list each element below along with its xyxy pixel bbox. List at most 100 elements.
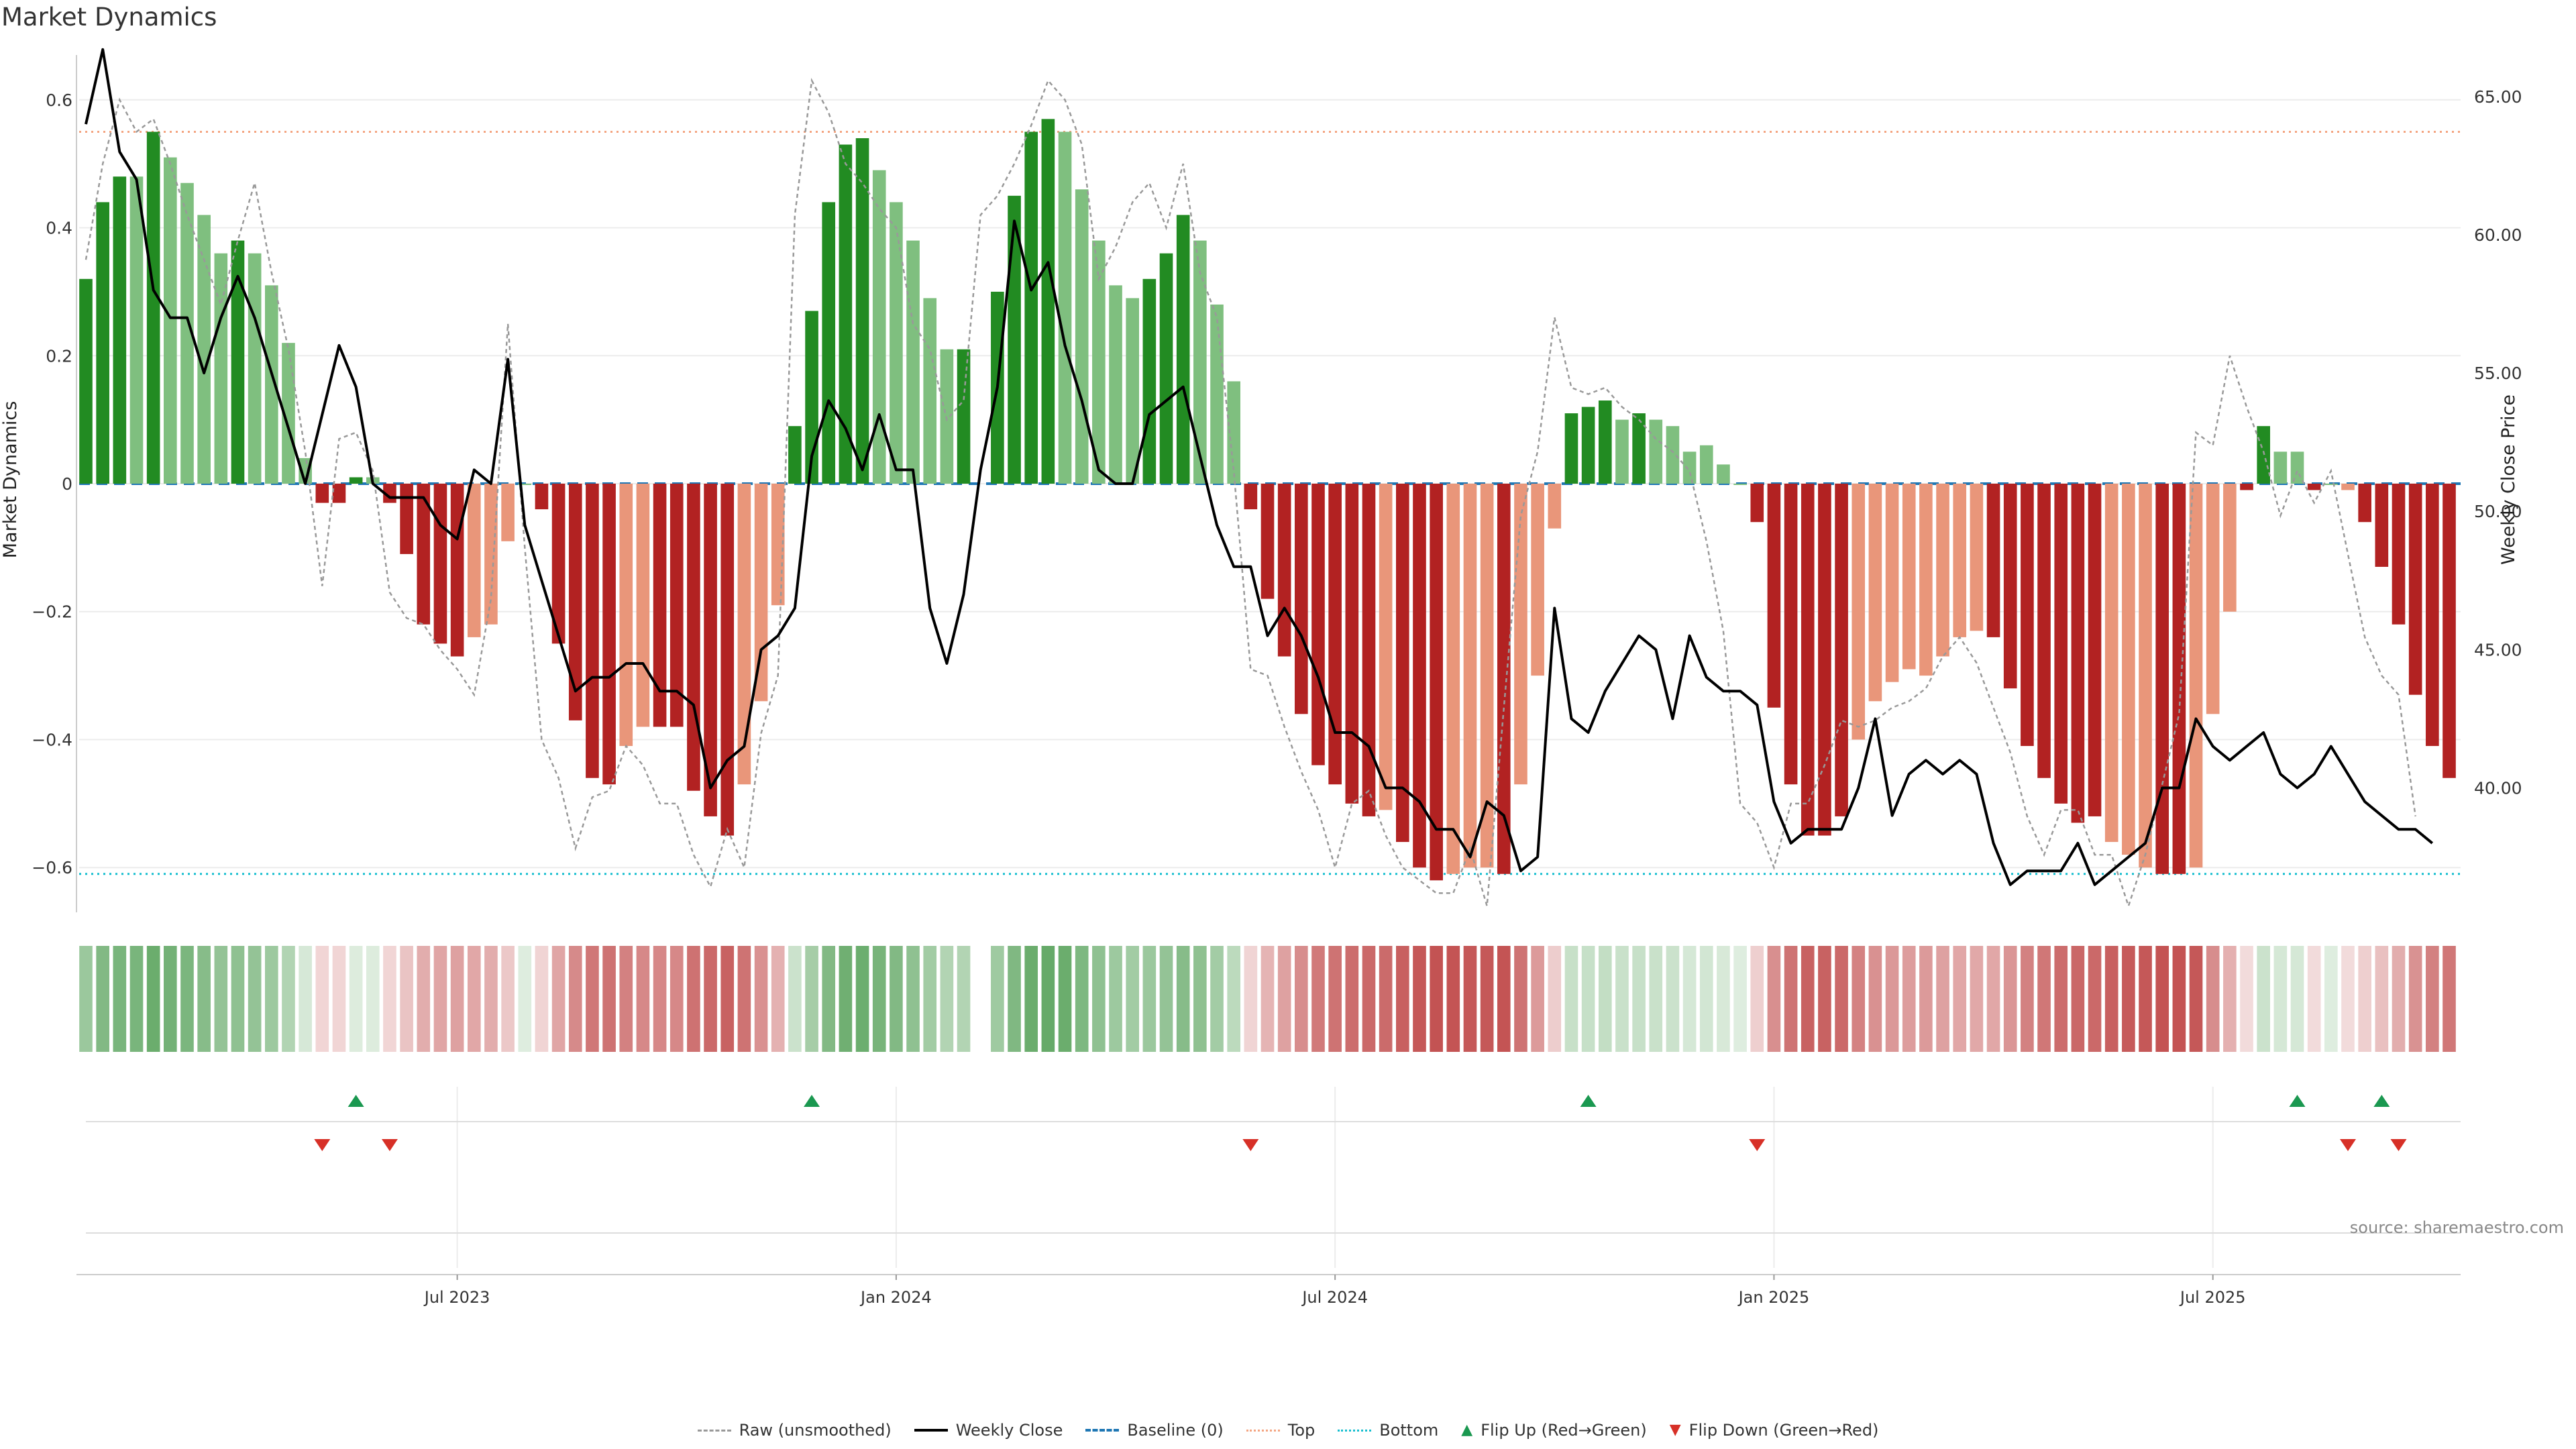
heat-cell xyxy=(2307,946,2321,1052)
dynamics-bar xyxy=(1818,484,1831,836)
axes: −0.6 −0.4 −0.2 0 0.2 0.4 0.6 40.00 45.00 50.00 55.… xyxy=(32,55,2522,912)
weekly-close-line xyxy=(85,48,2434,886)
heat-cell xyxy=(146,946,160,1052)
heat-cell xyxy=(1244,946,1258,1052)
heat-cell xyxy=(586,946,599,1052)
dynamics-bar xyxy=(1413,484,1426,868)
heat-cell xyxy=(433,946,447,1052)
heat-cell xyxy=(2172,946,2186,1052)
dynamics-bar xyxy=(2358,484,2371,523)
heat-cell xyxy=(1176,946,1190,1052)
heat-cell xyxy=(264,946,278,1052)
dynamics-bar xyxy=(872,170,886,484)
legend-raw-label: Raw (unsmoothed) xyxy=(739,1421,892,1440)
dynamics-bar xyxy=(2324,484,2338,485)
heat-cell xyxy=(839,946,853,1052)
x-tick-label: Jan 2025 xyxy=(1737,1288,1810,1307)
dynamics-bar xyxy=(2189,484,2203,868)
dynamics-bar xyxy=(2003,484,2017,689)
heat-cell xyxy=(248,946,262,1052)
legend: Raw (unsmoothed) Weekly Close Baseline (… xyxy=(0,1421,2576,1440)
dynamics-bar xyxy=(79,278,93,484)
heat-cell xyxy=(1277,946,1291,1052)
heat-cell xyxy=(1666,946,1680,1052)
heat-cell xyxy=(282,946,295,1052)
dynamics-bar xyxy=(923,298,937,484)
dynamics-bar xyxy=(2104,484,2118,843)
dynamics-bar xyxy=(1835,484,1848,816)
x-tick-label: Jan 2024 xyxy=(859,1288,932,1307)
y-tick-label-left: 0.2 xyxy=(46,346,72,366)
heat-cell xyxy=(2104,946,2118,1052)
heat-cell xyxy=(754,946,768,1052)
heat-cell xyxy=(1902,946,1916,1052)
heat-cell xyxy=(1717,946,1730,1052)
dynamics-bar xyxy=(1176,215,1190,484)
heat-cell xyxy=(2426,946,2439,1052)
heat-cell xyxy=(2257,946,2271,1052)
dynamics-bar xyxy=(1379,484,1393,810)
heat-cell xyxy=(299,946,312,1052)
heat-cell xyxy=(467,946,481,1052)
heat-cell xyxy=(484,946,498,1052)
heat-cell xyxy=(2054,946,2068,1052)
heat-cell xyxy=(1024,946,1038,1052)
dynamics-bar xyxy=(737,484,751,785)
dynamics-bar xyxy=(1564,413,1578,484)
dynamics-bar xyxy=(1142,278,1157,484)
dynamics-bar xyxy=(822,202,836,484)
y-tick-label-right: 45.00 xyxy=(2474,640,2522,659)
dynamics-bar xyxy=(1885,484,1899,682)
dynamics-bar xyxy=(636,484,650,727)
dynamics-bar xyxy=(129,176,144,484)
heat-cell xyxy=(1480,946,1494,1052)
dynamics-bar xyxy=(1328,484,1342,785)
dynamics-bar xyxy=(1396,484,1409,843)
dynamics-bar xyxy=(1041,119,1055,484)
y-axis-label-right: Weekly Close Price xyxy=(2498,394,2519,565)
heat-cell xyxy=(1581,946,1595,1052)
flip-up-marker xyxy=(2289,1095,2306,1107)
heat-cell xyxy=(1699,946,1713,1052)
heat-cell xyxy=(1159,946,1173,1052)
flip-up-marker xyxy=(1580,1095,1597,1107)
flip-down-marker xyxy=(2390,1139,2407,1151)
heat-cell xyxy=(1362,946,1376,1052)
dynamics-bar xyxy=(1649,419,1663,484)
heat-cell xyxy=(872,946,886,1052)
heat-cell xyxy=(1564,946,1578,1052)
heat-cell xyxy=(2443,946,2456,1052)
x-tick-label: Jul 2023 xyxy=(423,1288,490,1307)
heat-cell xyxy=(1682,946,1697,1052)
dynamics-bar xyxy=(2172,484,2186,874)
heat-cell xyxy=(1041,946,1055,1052)
chart-title: Market Dynamics xyxy=(1,3,217,32)
dynamics-bar xyxy=(1598,400,1612,484)
dynamics-bar xyxy=(704,484,717,816)
dynamics-bar xyxy=(400,484,413,554)
heat-cell xyxy=(180,946,194,1052)
dynamics-bar xyxy=(349,477,363,484)
dynamics-bar xyxy=(332,484,346,503)
heat-cell xyxy=(1953,946,1967,1052)
heat-cell xyxy=(315,946,329,1052)
heat-cell xyxy=(231,946,245,1052)
dynamics-bar xyxy=(2071,484,2085,823)
heat-cell xyxy=(1919,946,1933,1052)
dynamics-bar xyxy=(2290,451,2304,484)
heat-cell xyxy=(1193,946,1207,1052)
dynamics-bar xyxy=(2408,484,2422,695)
dynamics-bar xyxy=(2122,484,2135,855)
heat-cell xyxy=(2223,946,2237,1052)
heat-cell xyxy=(1430,946,1443,1052)
dynamics-bar xyxy=(1868,484,1882,702)
dynamics-bar xyxy=(1092,240,1106,484)
dynamics-bar xyxy=(2392,484,2406,625)
y-tick-label-left: 0 xyxy=(62,474,72,494)
dynamics-bar xyxy=(450,484,464,657)
dynamics-bar xyxy=(1733,484,1747,485)
heat-cell xyxy=(1328,946,1342,1052)
dynamics-bar xyxy=(1244,484,1258,510)
heat-cell xyxy=(129,946,144,1052)
